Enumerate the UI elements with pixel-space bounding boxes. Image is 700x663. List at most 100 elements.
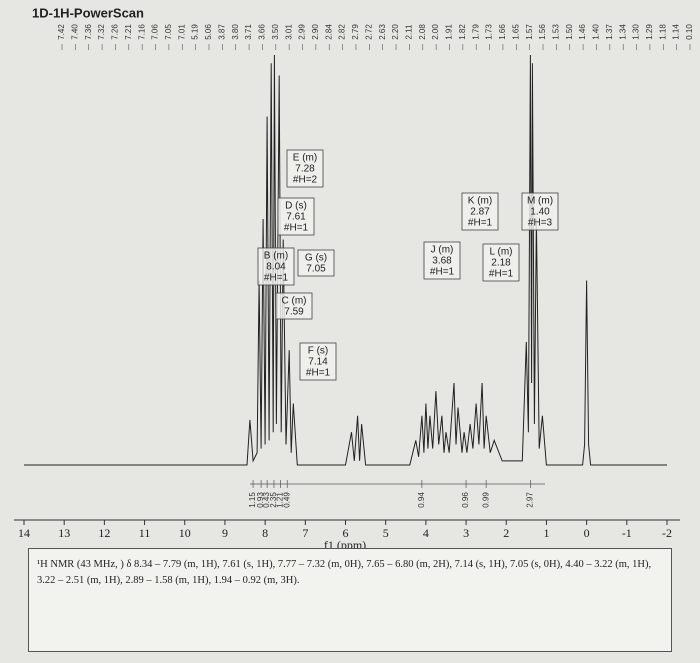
peak-label: 1.18: [658, 24, 667, 40]
x-tick-label: 3: [463, 526, 469, 540]
multiplet-text: 7.05: [306, 264, 326, 275]
integral-label: 0.49: [282, 492, 291, 508]
peak-label: 1.40: [592, 24, 601, 40]
multiplet-box: [297, 249, 335, 277]
peak-label: 3.50: [271, 24, 280, 40]
peak-label: 7.36: [84, 24, 93, 40]
peak-label: 0.10: [685, 24, 694, 40]
x-tick-label: 0: [584, 526, 590, 540]
x-tick-label: 12: [98, 526, 110, 540]
peak-label: 5.06: [204, 24, 213, 40]
multiplet-box: [277, 197, 315, 236]
multiplet-box: [461, 192, 499, 231]
multiplet-text: D (s): [285, 201, 307, 212]
multiplet-text: J (m): [431, 245, 454, 256]
x-tick-label: 9: [222, 526, 228, 540]
peak-label: 2.99: [298, 24, 307, 40]
x-tick-label: 7: [302, 526, 308, 540]
multiplet-text: F (s): [308, 346, 329, 357]
multiplet-text: 2.18: [491, 258, 511, 269]
integral-label: 0.43: [262, 492, 271, 508]
peak-label: 1.91: [445, 24, 454, 40]
x-tick-label: 14: [18, 526, 30, 540]
peak-label: 7.21: [124, 24, 133, 40]
x-tick-label: 1: [543, 526, 549, 540]
x-tick-label: -2: [662, 526, 672, 540]
peak-label: 7.32: [97, 24, 106, 40]
multiplet-text: K (m): [468, 196, 492, 207]
peak-label: 1.66: [498, 24, 507, 40]
peak-label: 3.66: [258, 24, 267, 40]
peak-label: 1.34: [618, 24, 627, 40]
peak-label: 2.11: [405, 24, 414, 40]
multiplet-text: L (m): [490, 247, 513, 258]
integral-label: 0.93: [256, 492, 265, 508]
multiplet-box: [299, 342, 337, 381]
x-tick-label: -1: [622, 526, 632, 540]
peak-label: 1.65: [511, 24, 520, 40]
peak-label: 3.71: [244, 24, 253, 40]
peak-label: 7.16: [137, 24, 146, 40]
peak-label: 1.73: [485, 24, 494, 40]
peak-label: 2.00: [431, 24, 440, 40]
integral-label: 0.94: [417, 492, 426, 508]
integral-label: 2.35: [269, 492, 278, 508]
peak-label: 1.37: [605, 24, 614, 40]
multiplet-text: #H=1: [306, 368, 331, 379]
multiplet-text: #H=1: [264, 273, 289, 284]
peak-label: 2.90: [311, 24, 320, 40]
multiplet-text: #H=1: [468, 218, 493, 229]
multiplet-box: [423, 241, 461, 280]
peak-label: 1.50: [565, 24, 574, 40]
multiplet-box: [521, 192, 559, 231]
x-tick-label: 10: [179, 526, 191, 540]
peak-label: 1.56: [538, 24, 547, 40]
peak-label: 7.26: [111, 24, 120, 40]
multiplet-text: #H=1: [284, 223, 309, 234]
peak-label: 7.06: [151, 24, 160, 40]
peak-label: 2.84: [324, 24, 333, 40]
multiplet-text: E (m): [293, 153, 317, 164]
peak-label: 2.82: [338, 24, 347, 40]
spectrum: [24, 54, 667, 466]
multiplet-text: C (m): [282, 296, 307, 307]
peak-label: 2.72: [364, 24, 373, 40]
multiplet-text: M (m): [527, 196, 553, 207]
chart-title: 1D-1H-PowerScan: [32, 5, 144, 20]
multiplet-text: 8.04: [266, 262, 286, 273]
multiplet-text: #H=1: [489, 269, 514, 280]
peak-label: 1.46: [578, 24, 587, 40]
peak-label: 1.79: [471, 24, 480, 40]
multiplet-text: 2.87: [470, 207, 490, 218]
peak-label: 1.30: [632, 24, 641, 40]
x-tick-label: 5: [383, 526, 389, 540]
multiplet-text: B (m): [264, 251, 288, 262]
x-tick-label: 4: [423, 526, 429, 540]
integral-label: 1.15: [248, 492, 257, 508]
peak-label: 3.87: [217, 24, 226, 40]
multiplet-text: 7.61: [286, 212, 306, 223]
peak-label: 3.01: [284, 24, 293, 40]
peak-label: 7.42: [57, 24, 66, 40]
peak-label: 3.80: [231, 24, 240, 40]
peak-label: 2.20: [391, 24, 400, 40]
peak-label: 7.40: [70, 24, 79, 40]
peak-label: 2.08: [418, 24, 427, 40]
multiplet-text: G (s): [305, 253, 327, 264]
integral-label: 1.21: [276, 492, 285, 508]
multiplet-box: [286, 149, 324, 188]
multiplet-text: 3.68: [432, 256, 452, 267]
multiplet-text: #H=2: [293, 175, 318, 186]
multiplet-text: 7.28: [295, 164, 315, 175]
peak-label: 1.29: [645, 24, 654, 40]
multiplet-box: [257, 247, 295, 286]
x-tick-label: 11: [139, 526, 151, 540]
peak-label: 1.53: [551, 24, 560, 40]
integral-label: 0.96: [461, 492, 470, 508]
peak-label: 7.05: [164, 24, 173, 40]
x-tick-label: 13: [58, 526, 70, 540]
peak-label: 5.19: [191, 24, 200, 40]
x-tick-label: 8: [262, 526, 268, 540]
